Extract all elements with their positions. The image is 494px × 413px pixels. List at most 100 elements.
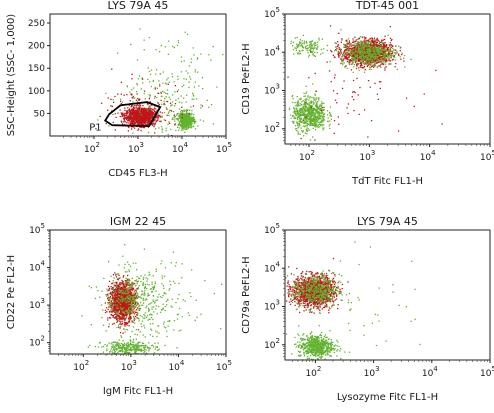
data-point (369, 38, 371, 40)
data-point (181, 113, 184, 115)
data-point (363, 52, 365, 54)
data-point (398, 53, 400, 55)
data-point (365, 41, 367, 43)
data-point (181, 109, 183, 111)
data-point (132, 105, 134, 107)
data-point (182, 122, 184, 124)
data-point (298, 50, 301, 52)
data-point (149, 116, 151, 118)
data-point (384, 42, 386, 44)
data-point (112, 291, 115, 294)
data-point (149, 119, 151, 121)
data-point (143, 107, 146, 109)
data-point (164, 46, 166, 48)
data-point (352, 62, 354, 64)
data-point (361, 44, 363, 46)
data-point (308, 54, 310, 56)
data-point (331, 51, 333, 53)
data-point (361, 45, 363, 47)
data-point (399, 47, 401, 49)
data-point (202, 88, 204, 90)
data-point (317, 101, 319, 103)
data-point (323, 109, 325, 111)
data-point (380, 54, 382, 56)
data-point (159, 120, 161, 122)
data-point (127, 130, 129, 132)
data-point (143, 92, 145, 95)
data-point (192, 126, 194, 128)
population-5 (95, 68, 204, 137)
data-point (352, 50, 354, 52)
data-point (373, 37, 376, 39)
data-point (298, 110, 300, 112)
data-point (334, 42, 336, 44)
data-point (319, 116, 321, 118)
data-point (305, 99, 307, 102)
data-point (212, 46, 214, 48)
data-point (376, 51, 378, 54)
data-point (132, 113, 134, 116)
data-point (359, 86, 361, 89)
data-point (384, 63, 387, 65)
data-point (295, 114, 297, 116)
data-point (116, 319, 118, 321)
data-point (188, 65, 190, 67)
data-point (339, 51, 341, 53)
data-point (302, 114, 304, 116)
data-point (145, 111, 147, 113)
data-point (382, 56, 385, 59)
data-point (132, 101, 134, 103)
data-point (373, 53, 375, 55)
data-point (303, 117, 305, 119)
data-point (308, 123, 311, 125)
data-point (348, 48, 350, 50)
data-point (306, 42, 308, 44)
data-point (372, 47, 374, 49)
data-point (222, 53, 224, 56)
data-point (304, 126, 306, 128)
data-point (124, 116, 127, 119)
data-point (389, 37, 392, 39)
data-point (161, 115, 163, 117)
data-point (315, 123, 317, 125)
data-point (362, 43, 365, 45)
data-point (358, 44, 360, 46)
data-point (168, 114, 170, 117)
data-point (377, 60, 379, 62)
data-point (348, 43, 350, 45)
data-point (132, 97, 134, 99)
data-point (309, 108, 311, 110)
data-point (354, 46, 356, 49)
data-point (168, 40, 170, 42)
data-point (145, 108, 147, 111)
data-point (132, 122, 134, 124)
data-point (365, 54, 367, 56)
data-point (388, 47, 390, 49)
data-point (361, 57, 364, 59)
data-point (363, 67, 365, 69)
data-point (132, 106, 135, 109)
data-point (368, 58, 370, 60)
data-point (181, 60, 183, 63)
data-point (200, 104, 202, 106)
data-point (313, 120, 316, 123)
data-point (293, 108, 295, 110)
data-point (365, 40, 367, 42)
data-point (139, 114, 141, 116)
data-point (309, 116, 312, 118)
data-point (291, 121, 294, 123)
data-point (182, 110, 184, 112)
data-point (337, 41, 339, 43)
data-point (311, 107, 313, 110)
data-point (136, 116, 138, 118)
data-point (145, 118, 147, 120)
data-point (134, 282, 136, 285)
data-point (362, 57, 364, 59)
data-point (147, 67, 149, 69)
data-point (315, 105, 317, 107)
data-point (328, 125, 330, 127)
data-point (308, 104, 311, 106)
data-point (316, 48, 318, 50)
data-point (370, 61, 373, 63)
data-point (380, 62, 383, 64)
